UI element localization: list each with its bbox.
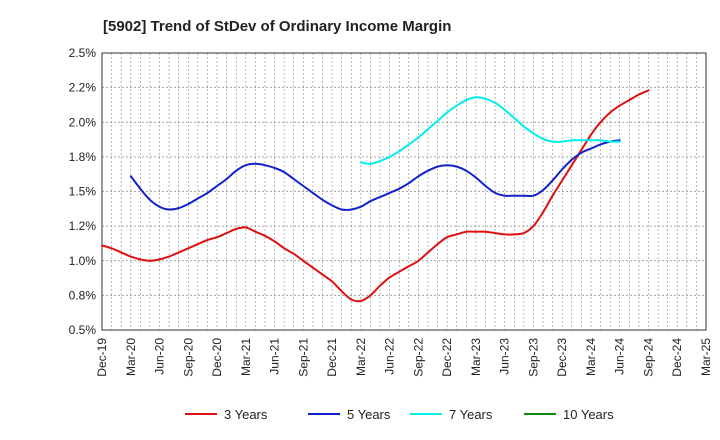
- x-tick-label: Sep-20: [181, 338, 195, 377]
- x-tick-label: Jun-21: [268, 338, 282, 375]
- legend-label-3-years: 3 Years: [224, 407, 268, 422]
- x-tick-label: Sep-24: [641, 338, 655, 377]
- chart-title: [5902] Trend of StDev of Ordinary Income…: [103, 18, 451, 35]
- x-tick-label: Dec-21: [325, 338, 339, 377]
- x-tick-label: Sep-23: [526, 338, 540, 377]
- y-tick-label: 1.0%: [69, 254, 97, 268]
- y-tick-label: 1.2%: [69, 219, 97, 233]
- x-tick-label: Jun-22: [383, 338, 397, 375]
- x-tick-label: Mar-21: [239, 338, 253, 376]
- x-tick-label: Mar-24: [584, 338, 598, 376]
- y-tick-label: 0.8%: [69, 288, 97, 302]
- x-tick-label: Jun-23: [498, 338, 512, 375]
- legend-label-5-years: 5 Years: [347, 407, 391, 422]
- legend: 3 Years 5 Years 7 Years 10 Years: [185, 407, 614, 422]
- x-tick-label: Mar-20: [124, 338, 138, 376]
- y-tick-label: 2.2%: [69, 81, 97, 95]
- y-tick-label: 1.8%: [69, 150, 97, 164]
- legend-label-7-years: 7 Years: [449, 407, 493, 422]
- y-tick-label: 2.0%: [69, 115, 97, 129]
- x-tick-label: Sep-21: [296, 338, 310, 377]
- x-tick-label: Dec-23: [555, 338, 569, 377]
- plot-frame: [101, 52, 707, 331]
- x-tick-label: Dec-24: [670, 338, 684, 377]
- x-tick-label: Mar-23: [469, 338, 483, 376]
- x-tick-label: Dec-22: [440, 338, 454, 377]
- x-tick-label: Dec-20: [210, 338, 224, 377]
- series-lines: [101, 89, 650, 303]
- y-tick-label: 2.5%: [69, 46, 97, 60]
- series-line-7-years: [359, 96, 621, 165]
- x-tick-label: Sep-22: [411, 338, 425, 377]
- y-tick-label: 1.5%: [69, 185, 97, 199]
- x-tick-label: Mar-22: [354, 338, 368, 376]
- y-tick-label: 0.5%: [69, 323, 97, 337]
- x-tick-label: Jun-24: [613, 338, 627, 375]
- grid: [101, 52, 707, 331]
- x-tick-label: Jun-20: [153, 338, 167, 375]
- series-line-5-years: [129, 139, 621, 211]
- axes: 2.5%2.2%2.0%1.8%1.5%1.2%1.0%0.8%0.5%Dec-…: [69, 46, 713, 377]
- series-line-3-years: [101, 89, 650, 303]
- x-tick-label: Dec-19: [95, 338, 109, 377]
- x-tick-label: Mar-25: [699, 338, 713, 376]
- legend-label-10-years: 10 Years: [563, 407, 614, 422]
